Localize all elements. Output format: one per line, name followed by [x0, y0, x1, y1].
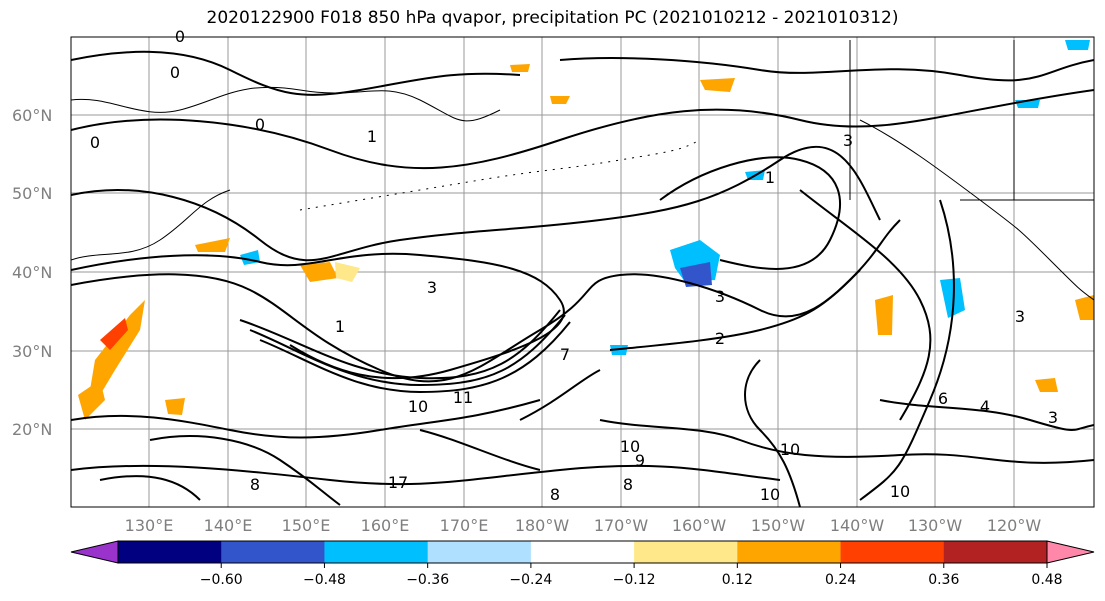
- coastlines: [71, 40, 1094, 301]
- contour-label: 1: [765, 168, 775, 187]
- colorbar-segment: [427, 541, 532, 563]
- lat-label: 20°N: [12, 420, 52, 439]
- colorbar-segment: [118, 541, 222, 563]
- contour-label: 0: [175, 27, 185, 46]
- colorbar-tick-label: 0.36: [928, 572, 959, 588]
- contour-label: 1: [335, 317, 345, 336]
- colorbar: [70, 540, 1095, 564]
- colorbar-segment: [943, 541, 1048, 563]
- lon-label: 160°E: [361, 516, 410, 535]
- colorbar-tick-label: −0.12: [613, 572, 656, 588]
- lat-label: 60°N: [12, 106, 52, 125]
- plot-frame: [70, 36, 1095, 508]
- colorbar-tick-label: −0.24: [509, 572, 552, 588]
- contour-label: 3: [1048, 408, 1058, 427]
- colorbar-segment: [324, 541, 429, 563]
- colorbar-tick-label: −0.48: [303, 572, 346, 588]
- lon-label: 150°W: [751, 516, 806, 535]
- contour-label: 3: [1015, 307, 1025, 326]
- contour-label: 10: [780, 440, 800, 459]
- contour-label: 8: [623, 475, 633, 494]
- lat-label: 40°N: [12, 263, 52, 282]
- contour-label: 11: [453, 388, 473, 407]
- contour-label: 7: [560, 345, 570, 364]
- contour-label: 3: [843, 131, 853, 150]
- contour-label: 17: [388, 473, 408, 492]
- contour-label: 9: [635, 451, 645, 470]
- latitude-labels: 60°N 50°N 40°N 30°N 20°N: [12, 106, 52, 439]
- contour-label: 8: [550, 485, 560, 504]
- lon-label: 140°W: [830, 516, 885, 535]
- contour-label: 0: [255, 115, 265, 134]
- colorbar-tick-label: −0.36: [406, 572, 449, 588]
- precip-shading: [78, 40, 1094, 420]
- lon-label: 130°E: [125, 516, 174, 535]
- contour-label: 10: [620, 437, 640, 456]
- colorbar-ticks: −0.60 −0.48 −0.36 −0.24 −0.12 0.12 0.24 0.36 0.4…: [200, 563, 1063, 588]
- colorbar-tick-label: 0.24: [825, 572, 856, 588]
- lat-label: 50°N: [12, 184, 52, 203]
- colorbar-segment: [221, 541, 325, 563]
- lon-label: 160°W: [672, 516, 727, 535]
- lon-label: 140°E: [204, 516, 253, 535]
- contour-label: 3: [427, 278, 437, 297]
- colorbar-segment: [840, 541, 945, 563]
- lon-label: 180°W: [515, 516, 570, 535]
- contour-label: 0: [170, 63, 180, 82]
- lat-label: 30°N: [12, 342, 52, 361]
- colorbar-segment: [530, 541, 635, 563]
- contour-label: 10: [408, 397, 428, 416]
- colorbar-extend-high: [1046, 540, 1095, 564]
- contour-label: 1: [367, 127, 377, 146]
- contour-label: 10: [760, 485, 780, 504]
- colorbar-frame: [117, 540, 1048, 564]
- longitude-labels: 130°E 140°E 150°E 160°E 170°E 180°W 170°…: [125, 516, 1042, 535]
- map-title: 2020122900 F018 850 hPa qvapor, precipit…: [206, 8, 899, 28]
- contour-label: 6: [938, 389, 948, 408]
- contour-label: 10: [890, 482, 910, 501]
- contour-label: 2: [715, 329, 725, 348]
- contour-label: 8: [250, 475, 260, 494]
- colorbar-segment: [634, 541, 738, 563]
- lon-label: 170°W: [594, 516, 649, 535]
- contour-label: 0: [90, 133, 100, 152]
- colorbar-segment: [737, 541, 842, 563]
- colorbar-extend-low: [70, 540, 119, 564]
- colorbar-tick-label: −0.60: [200, 572, 243, 588]
- lon-label: 150°E: [282, 516, 331, 535]
- lon-label: 120°W: [987, 516, 1042, 535]
- contour-label: 4: [980, 397, 990, 416]
- lon-label: 170°E: [440, 516, 489, 535]
- colorbar-tick-label: 0.12: [722, 572, 753, 588]
- colorbar-tick-label: 0.48: [1031, 572, 1062, 588]
- lon-label: 130°W: [908, 516, 963, 535]
- contour-label: 3: [715, 287, 725, 306]
- qvapor-contours: [71, 50, 1094, 507]
